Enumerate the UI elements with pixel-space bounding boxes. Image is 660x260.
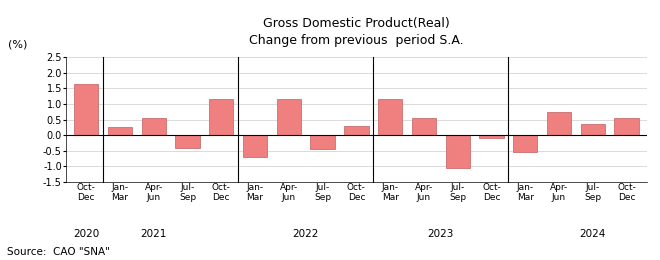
- Text: Change from previous  period S.A.: Change from previous period S.A.: [249, 34, 464, 47]
- Text: 2020: 2020: [73, 229, 100, 239]
- Text: 2022: 2022: [292, 229, 319, 239]
- Bar: [581, 124, 605, 135]
- Text: Gross Domestic Product(Real): Gross Domestic Product(Real): [263, 17, 449, 30]
- Bar: [142, 118, 166, 135]
- Text: 2021: 2021: [141, 229, 167, 239]
- Bar: [176, 135, 200, 148]
- Bar: [446, 135, 470, 168]
- Bar: [310, 135, 335, 149]
- Bar: [412, 118, 436, 135]
- Bar: [479, 135, 504, 138]
- Text: (%): (%): [8, 40, 27, 50]
- Bar: [345, 126, 368, 135]
- Bar: [74, 84, 98, 135]
- Bar: [547, 112, 571, 135]
- Text: Source:  CAO "SNA": Source: CAO "SNA": [7, 248, 110, 257]
- Text: 2023: 2023: [428, 229, 454, 239]
- Bar: [209, 99, 234, 135]
- Bar: [378, 99, 403, 135]
- Text: 2024: 2024: [579, 229, 606, 239]
- Bar: [513, 135, 537, 152]
- Bar: [108, 127, 132, 135]
- Bar: [614, 118, 639, 135]
- Bar: [243, 135, 267, 157]
- Bar: [277, 99, 301, 135]
